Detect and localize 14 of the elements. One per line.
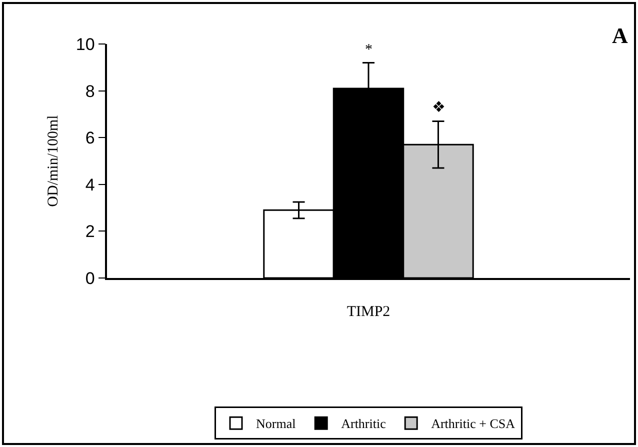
legend-label: Normal <box>256 416 296 432</box>
y-tick-label: 10 <box>76 34 95 54</box>
y-tick-label: 6 <box>85 128 95 148</box>
legend-label: Arthritic + CSA <box>431 416 516 432</box>
y-tick-label: 4 <box>85 175 95 194</box>
y-tick-label: 8 <box>85 82 95 101</box>
annotation: ❖ <box>432 100 445 116</box>
legend-label: Arthritic <box>341 416 386 432</box>
y-tick-label: 2 <box>85 222 95 242</box>
annotation: * <box>365 42 372 58</box>
y-axis-title: OD/min/100ml <box>46 115 62 207</box>
annotation: A <box>612 23 628 48</box>
x-tick-label: TIMP2 <box>346 304 390 320</box>
y-tick-label: 0 <box>85 268 95 288</box>
